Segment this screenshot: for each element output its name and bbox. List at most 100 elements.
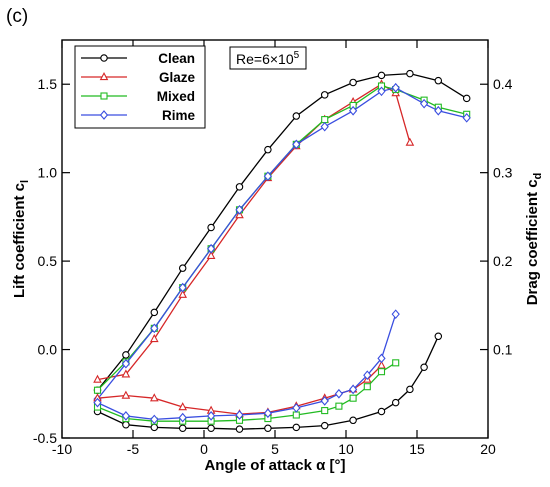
legend: Clean Glaze Mixed Rime: [74, 45, 206, 129]
y-right-tick-label: 0.1: [493, 342, 513, 358]
data-point-clean-lift: [462, 94, 471, 103]
data-point-rime-lift: [462, 112, 471, 123]
data-point-rime-drag: [348, 384, 358, 395]
series-layer: [93, 69, 471, 433]
data-point-rime-drag: [377, 353, 386, 364]
data-point-glaze-lift: [206, 250, 216, 259]
y-left-tick-label: -0.5: [33, 430, 57, 446]
y-left-label-main: Lift coefficient c: [11, 183, 28, 298]
legend-marker: [99, 110, 109, 120]
data-point-clean-lift: [406, 69, 414, 78]
data-point-rime-lift: [263, 171, 273, 182]
legend-label: Glaze: [159, 70, 196, 85]
y-left-tick-label: 1.5: [38, 76, 58, 92]
data-point-clean-drag: [150, 423, 159, 432]
data-point-rime-drag: [121, 411, 131, 421]
data-point-glaze-lift: [149, 333, 159, 343]
data-point-rime-drag: [363, 370, 372, 381]
data-point-clean-drag: [391, 398, 400, 407]
data-point-rime-drag: [150, 414, 159, 425]
data-point-rime-lift: [391, 82, 400, 93]
x-axis-label: Angle of attack α [°]: [204, 457, 345, 474]
legend-box: [74, 45, 206, 129]
y-axis-label-left: Lift coefficient cl: [11, 180, 31, 298]
data-point-rime-drag: [334, 388, 344, 399]
data-point-mixed-drag: [377, 368, 386, 376]
legend-entry-rime: Rime: [81, 108, 195, 123]
y-right-tick-label: 0.3: [493, 165, 513, 181]
x-tick-label: -10: [52, 441, 72, 457]
series-line-glaze-lift: [97, 83, 411, 381]
data-point-rime-lift: [320, 121, 329, 132]
y-left-tick-label: 0.0: [38, 342, 58, 358]
data-point-rime-lift: [206, 243, 216, 254]
data-point-rime-drag: [391, 309, 400, 320]
reynolds-box: [229, 46, 307, 70]
data-point-mixed-lift: [93, 386, 102, 394]
y-right-tick-label: 0.2: [493, 253, 513, 269]
data-point-rime-lift: [121, 358, 131, 369]
data-point-glaze-lift: [93, 374, 102, 383]
data-point-clean-drag: [292, 423, 301, 432]
data-point-clean-drag: [235, 425, 244, 433]
data-point-rime-lift: [434, 105, 443, 116]
series-mixed-lift: [93, 82, 471, 394]
data-point-clean-lift: [122, 351, 130, 359]
data-point-clean-lift: [320, 91, 329, 99]
data-point-clean-drag: [377, 407, 386, 416]
series-line-mixed-lift: [97, 85, 467, 391]
data-point-mixed-drag: [363, 383, 371, 391]
data-point-clean-lift: [150, 308, 159, 317]
data-point-clean-drag: [320, 421, 329, 430]
data-point-glaze-lift: [121, 369, 131, 378]
series-line-rime-drag: [97, 314, 397, 421]
data-point-rime-drag: [263, 408, 273, 419]
data-point-clean-drag: [349, 416, 357, 425]
reynolds-prefix: Re=6×10: [236, 51, 294, 67]
y-right-label-main: Drag coefficient c: [524, 179, 541, 305]
legend-entry-glaze: Glaze: [81, 70, 195, 85]
data-point-clean-lift: [349, 78, 357, 87]
legend-marker: [100, 54, 108, 62]
data-point-mixed-drag: [349, 394, 357, 402]
data-point-clean-drag: [434, 332, 443, 341]
panel-label: (c): [6, 6, 28, 27]
series-rime-lift: [93, 82, 471, 404]
data-point-rime-drag: [206, 411, 216, 421]
data-point-glaze-drag: [121, 390, 131, 399]
legend-marker: [100, 92, 108, 100]
reynolds-text: Re=6×105: [236, 50, 300, 67]
data-point-clean-lift: [178, 264, 187, 272]
data-point-glaze-drag: [178, 402, 188, 411]
data-point-rime-lift: [178, 282, 187, 293]
data-point-rime-lift: [235, 204, 244, 215]
legend-label: Mixed: [157, 89, 195, 104]
data-point-rime-drag: [93, 397, 102, 408]
y-left-tick-label: 1.0: [38, 165, 58, 181]
reynolds-annotation: Re=6×105: [229, 46, 307, 70]
legend-entry-clean: Clean: [81, 51, 195, 66]
data-point-mixed-lift: [321, 116, 329, 124]
data-point-rime-lift: [348, 105, 358, 116]
data-point-mixed-drag: [392, 359, 400, 367]
y-right-label-sub: d: [532, 173, 544, 180]
data-point-mixed-drag: [335, 402, 343, 410]
data-point-rime-drag: [292, 403, 301, 413]
series-clean-drag: [93, 332, 443, 433]
series-rime-drag: [93, 309, 400, 425]
x-tick-label: 0: [200, 441, 208, 457]
series-clean-lift: [93, 69, 471, 394]
legend-entry-mixed: Mixed: [81, 89, 195, 104]
data-point-clean-drag: [178, 424, 187, 433]
data-point-glaze-drag: [149, 393, 159, 402]
data-point-clean-drag: [122, 420, 130, 429]
legend-entries: Clean Glaze Mixed Rime: [81, 51, 195, 123]
x-tick-label: 5: [271, 441, 279, 457]
y-right-tick-label: 0.4: [493, 76, 513, 92]
data-point-rime-drag: [320, 396, 329, 406]
x-tick-label: 10: [338, 441, 354, 457]
x-tick-label: -5: [127, 441, 140, 457]
data-point-clean-lift: [434, 76, 443, 85]
data-point-clean-drag: [264, 424, 272, 433]
